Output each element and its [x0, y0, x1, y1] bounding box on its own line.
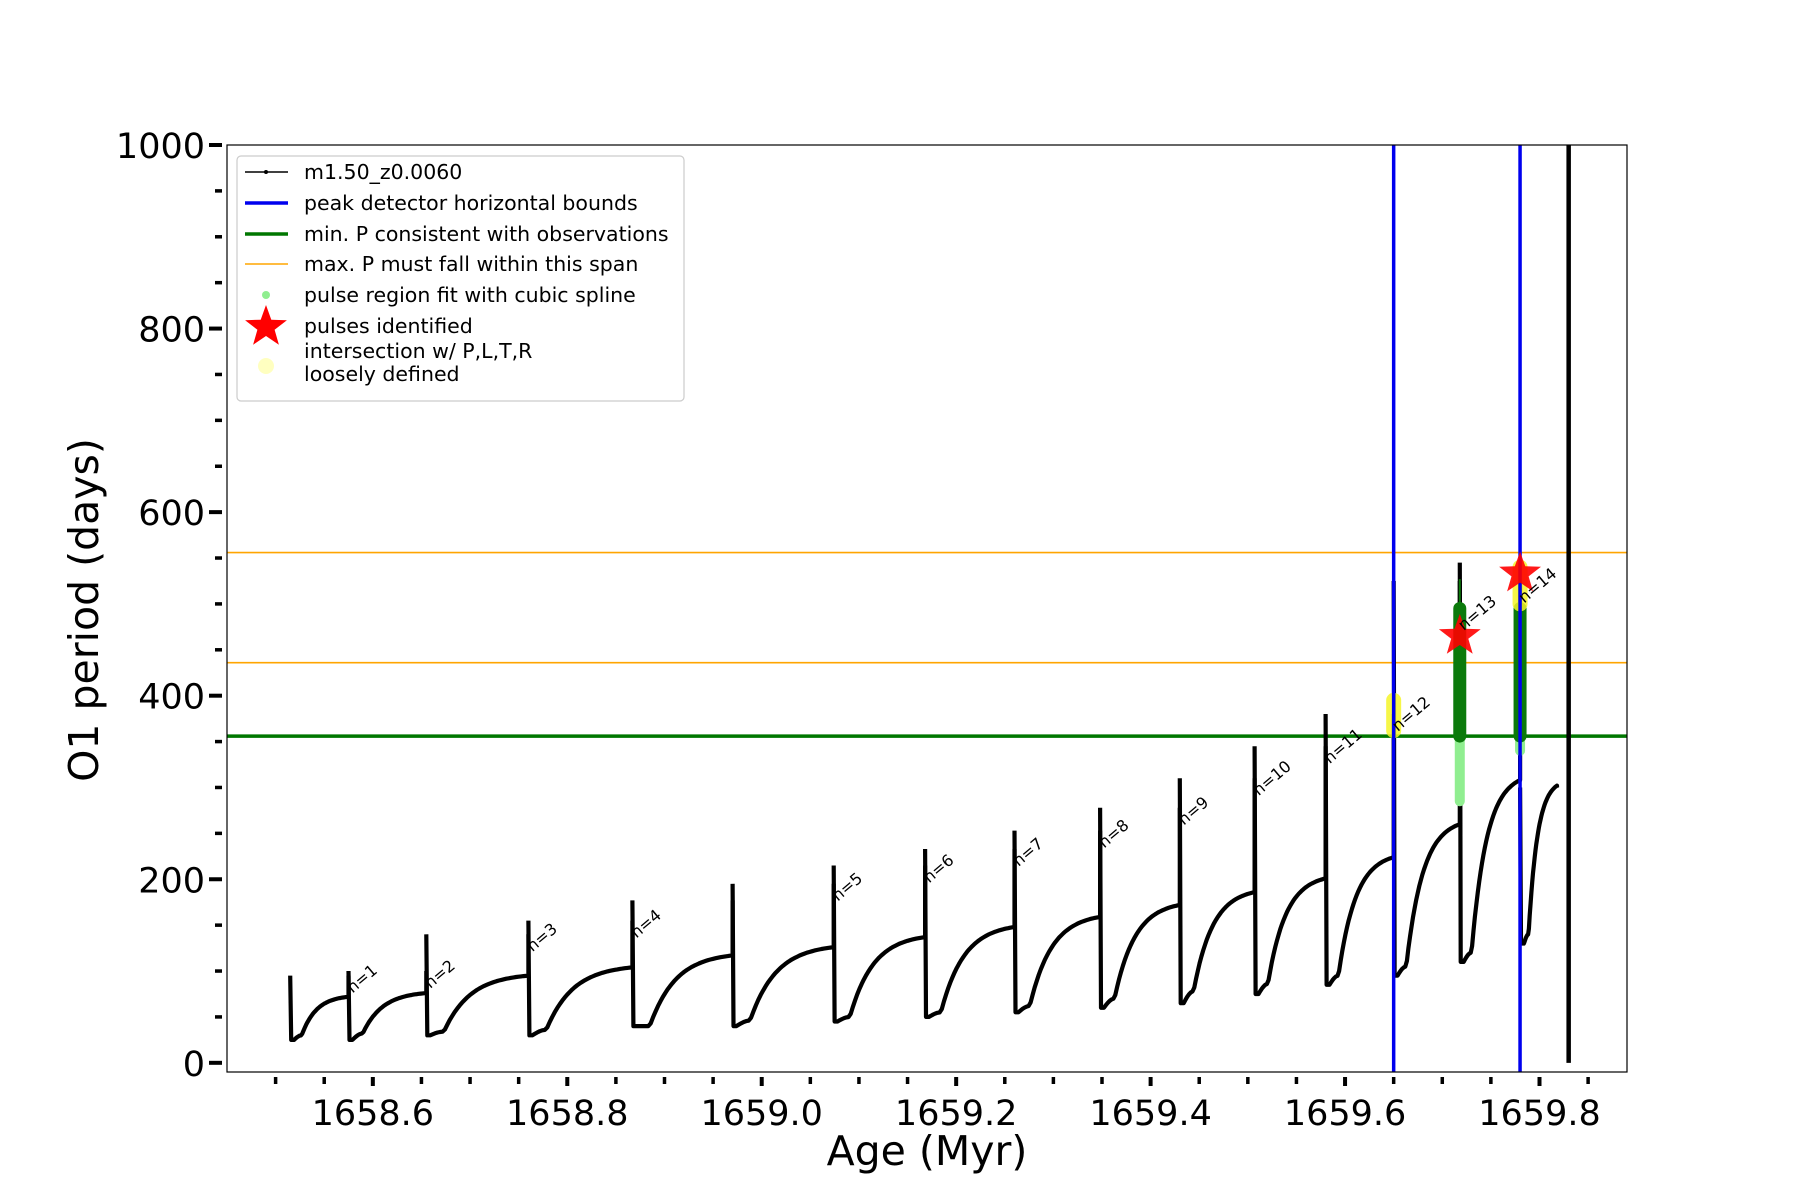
x-tick-label: 1658.8 — [506, 1094, 628, 1134]
legend-handle-dot — [258, 358, 274, 374]
series-layer — [288, 145, 1571, 1063]
vertical-lines — [1391, 145, 1522, 1072]
legend-label: max. P must fall within this span — [304, 252, 638, 276]
series-cycle-9 — [1012, 830, 1103, 1015]
series-cycle-8 — [923, 848, 1017, 1019]
series-cycle-2 — [346, 970, 429, 1042]
series-cycle-14 — [1391, 580, 1462, 978]
pulse-star-1 — [1438, 614, 1481, 654]
pulse-star-2 — [1499, 551, 1541, 592]
x-axis: 1658.6 1658.8 1659.0 1659.2 1659.4 1659.6 1659… — [273, 1077, 1601, 1134]
x-tick-label: 1658.6 — [312, 1094, 434, 1134]
legend-entry-6: pulses identified — [245, 305, 473, 345]
legend-label: pulse region fit with cubic spline — [304, 283, 636, 307]
series-cycle-15 — [1457, 562, 1523, 964]
x-tick-label: 1659.8 — [1478, 1094, 1600, 1134]
pulse-stars — [1438, 551, 1541, 654]
series-cycle-13 — [1323, 713, 1396, 987]
legend-label: pulses identified — [304, 314, 473, 338]
x-axis-title: Age (Myr) — [827, 1127, 1028, 1175]
series-cycle-16 — [1518, 783, 1560, 946]
series-cycle-11 — [1177, 778, 1257, 1006]
series-cycle-3 — [424, 934, 531, 1038]
y-tick-label: 0 — [183, 1045, 205, 1085]
series-cycle-10 — [1098, 807, 1182, 1010]
series-cycle-5 — [630, 900, 735, 1029]
y-axis: 0 200 400 600 800 1000 — [116, 127, 222, 1085]
x-tick-label: 1659.0 — [700, 1094, 822, 1134]
y-tick-label: 800 — [138, 311, 205, 351]
legend-entry-2: peak detector horizontal bounds — [245, 191, 638, 215]
legend-entry-4: max. P must fall within this span — [245, 252, 638, 276]
y-tick-label: 200 — [138, 861, 205, 901]
legend-label: m1.50_z0.0060 — [304, 160, 462, 185]
legend-label: loosely defined — [304, 362, 460, 386]
legend-entry-3: min. P consistent with observations — [245, 222, 669, 246]
legend-handle-star — [245, 305, 287, 345]
y-axis-title: O1 period (days) — [60, 438, 108, 782]
legend-box — [236, 155, 685, 402]
series-cycle-1 — [288, 975, 351, 1042]
x-tick-label: 1659.6 — [1284, 1094, 1406, 1134]
x-tick-label: 1659.4 — [1089, 1094, 1211, 1134]
legend-entry-1: m1.50_z0.0060 — [245, 160, 462, 185]
y-tick-label: 600 — [138, 494, 205, 534]
series-cycle-12 — [1252, 746, 1328, 997]
plot-frame — [226, 144, 1628, 1073]
y-tick-label: 1000 — [116, 127, 205, 167]
legend-label: intersection w/ P,L,T,R — [304, 339, 532, 363]
legend-handle-marker — [264, 170, 268, 174]
legend-entry-5: pulse region fit with cubic spline — [262, 283, 636, 307]
series-cycle-7 — [831, 865, 928, 1024]
legend-label: min. P consistent with observations — [304, 222, 669, 246]
legend-handle-dot — [262, 291, 270, 299]
x-tick-label: 1659.2 — [895, 1094, 1017, 1134]
y-tick-label: 400 — [138, 678, 205, 718]
series-cycle-4 — [526, 920, 635, 1038]
series-cycle-6 — [730, 883, 836, 1029]
legend-label: peak detector horizontal bounds — [304, 191, 638, 215]
